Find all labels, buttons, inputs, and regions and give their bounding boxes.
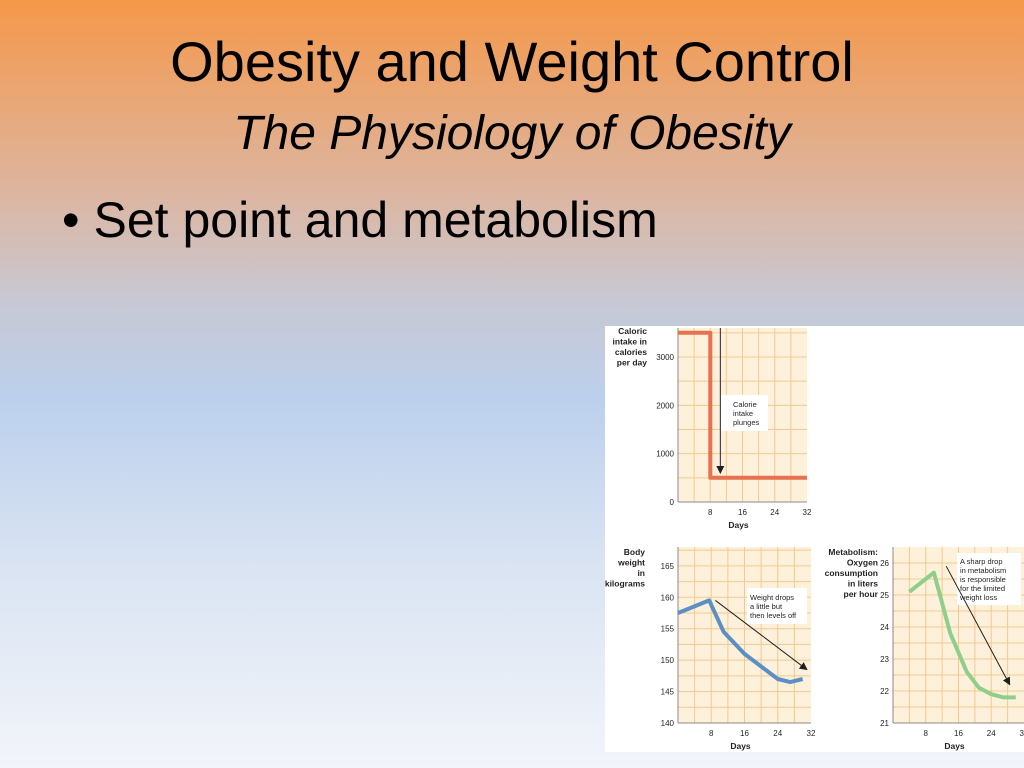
calories-y-tick-label: 2000 (656, 401, 674, 410)
metabolism-x-tick-label: 32 (1020, 729, 1024, 738)
weight-y-tick-label: 165 (661, 562, 675, 571)
weight-annotation-text: a little but (750, 602, 783, 611)
metabolism-x-tick-label: 16 (954, 729, 963, 738)
metabolism-y-tick-label: 25 (880, 591, 889, 600)
metabolism-annotation-text: for the limited (960, 584, 1005, 593)
metabolism-x-axis-label: Days (944, 741, 965, 751)
calories-y-axis-label: Caloric (618, 326, 647, 336)
figure-panel: 0 1000 2000 3000 8 16 24 32 Days Caloric intake in… (605, 326, 1024, 752)
calories-annotation-text: Calorie (733, 400, 757, 409)
metabolism-y-tick-label: 22 (880, 687, 889, 696)
weight-x-tick-label: 24 (773, 729, 782, 738)
weight-y-axis-label: Body (624, 547, 646, 557)
weight-y-axis-label: weight (617, 558, 645, 568)
calories-series-line (678, 330, 807, 480)
weight-y-tick-label: 140 (661, 719, 675, 728)
weight-annotation-text: then levels off (750, 611, 797, 620)
calories-annotation-text: intake (733, 409, 753, 418)
calories-x-axis-label: Days (728, 520, 749, 530)
bullet-marker: • (62, 192, 80, 248)
metabolism-y-axis-label: Oxygen (847, 558, 878, 568)
weight-y-tick-label: 160 (661, 593, 675, 602)
metabolism-annotation-text: in metabolism (960, 566, 1006, 575)
bullet-item: • Set point and metabolism (62, 188, 658, 252)
weight-annotation-text: Weight drops (750, 593, 794, 602)
calories-annotation-text: plunges (733, 418, 760, 427)
metabolism-annotation-arrow (945, 565, 1011, 686)
metabolism-series-line (908, 570, 1016, 700)
metabolism-annotation-text: A sharp drop (960, 557, 1003, 566)
weight-series-line (677, 598, 804, 685)
calories-x-tick-label: 32 (803, 508, 812, 517)
slide-subtitle: The Physiology of Obesity (233, 107, 791, 160)
metabolism-annotation-text: weight loss (959, 593, 997, 602)
calories-x-tick-label: 24 (770, 508, 779, 517)
metabolism-annotation-box (957, 553, 1021, 605)
metabolism-y-axis-label: consumption (825, 568, 878, 578)
weight-annotation-arrow (715, 600, 808, 671)
weight-x-tick-label: 8 (709, 729, 714, 738)
weight-y-axis-label: kilograms (605, 579, 645, 589)
bullet-text: Set point and metabolism (93, 192, 658, 248)
metabolism-y-tick-label: 23 (880, 655, 889, 664)
calories-annotation-box (720, 395, 768, 431)
metabolism-y-axis-label: in liters (848, 579, 879, 589)
slide-title: Obesity and Weight Control (170, 30, 854, 93)
metabolism-y-axis-label: per hour (844, 589, 879, 599)
calories-y-axis-label: per day (617, 358, 648, 368)
calories-y-axis-label: intake in (613, 337, 647, 347)
weight-x-tick-label: 16 (740, 729, 749, 738)
calories-y-tick-label: 0 (670, 498, 675, 507)
metabolism-y-axis-label: Metabolism: (828, 547, 878, 557)
weight-y-tick-label: 155 (661, 625, 675, 634)
calories-x-tick-label: 8 (708, 508, 713, 517)
metabolism-x-tick-label: 8 (924, 729, 929, 738)
weight-y-axis-label: in (637, 568, 645, 578)
calories-x-tick-label: 16 (738, 508, 747, 517)
metabolism-y-tick-label: 21 (880, 719, 889, 728)
metabolism-x-tick-label: 24 (987, 729, 996, 738)
calories-y-axis-label: calories (615, 347, 647, 357)
weight-y-tick-label: 150 (661, 656, 675, 665)
metabolism-y-tick-label: 26 (880, 559, 889, 568)
weight-y-tick-label: 145 (661, 688, 675, 697)
weight-annotation-box (747, 588, 807, 624)
weight-x-axis-label: Days (730, 741, 751, 751)
weight-x-tick-label: 32 (807, 729, 816, 738)
metabolism-annotation-text: is responsible (960, 575, 1006, 584)
calories-y-tick-label: 3000 (656, 353, 674, 362)
calories-y-tick-label: 1000 (656, 450, 674, 459)
metabolism-y-tick-label: 24 (880, 623, 889, 632)
